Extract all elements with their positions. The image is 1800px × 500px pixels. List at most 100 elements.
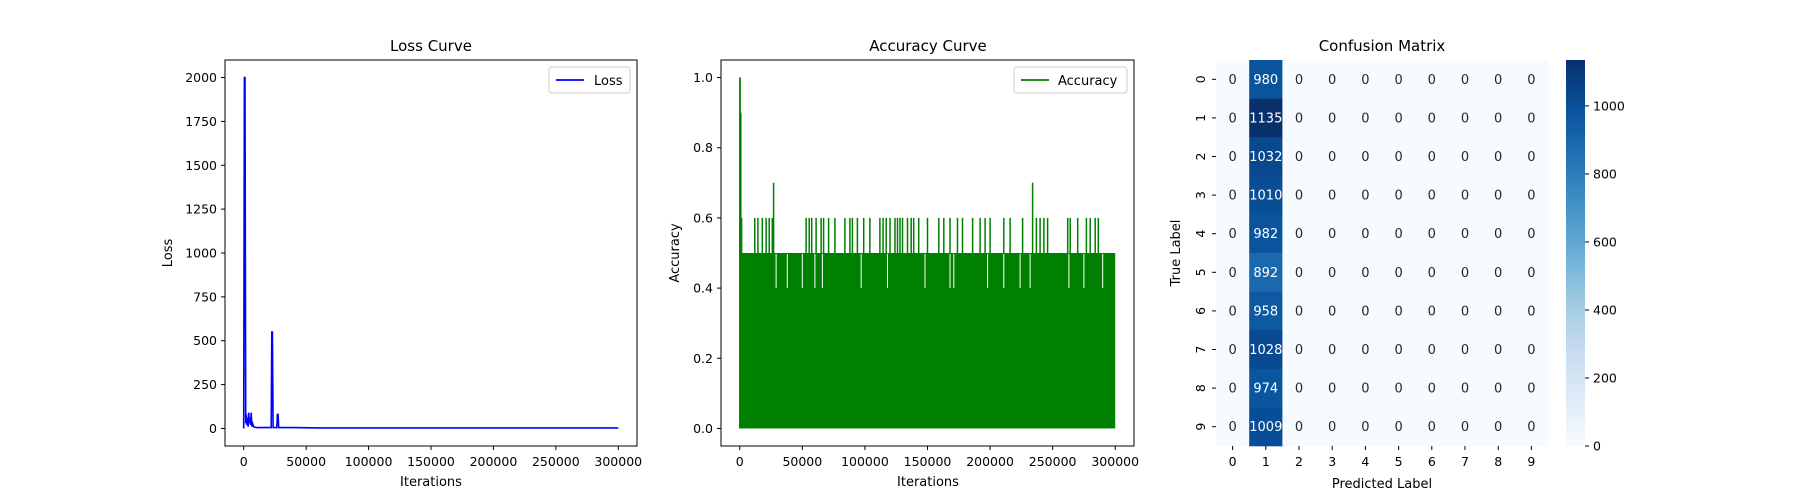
confusion-matrix-cell [1415,137,1449,177]
confusion-matrix-cell-value: 0 [1328,266,1336,281]
confusion-matrix-cell-value: 0 [1361,304,1369,319]
confusion-matrix-cell-value: 1010 [1249,189,1282,204]
colorbar-tick-label: 200 [1593,370,1617,385]
confusion-matrix-y-tick-label: 0 [1193,75,1208,83]
accuracy-series-band [739,253,1116,429]
confusion-matrix-cell [1315,253,1350,292]
confusion-matrix-cell-value: 0 [1228,304,1236,319]
confusion-matrix-cell-value: 0 [1394,150,1402,165]
confusion-matrix-cell-value: 0 [1461,266,1469,281]
confusion-matrix-cell-value: 0 [1527,420,1535,435]
confusion-matrix-chart: Confusion Matrix 0 980 0 0 0 0 0 0 0 00 1135 0 0 0 0 0 0… [1169,37,1625,492]
accuracy-chart-title: Accuracy Curve [869,37,987,55]
confusion-matrix-cell-value: 0 [1361,382,1369,397]
confusion-matrix-y-tick-label: 3 [1193,191,1208,199]
confusion-matrix-cell [1415,291,1449,331]
confusion-matrix-cell [1348,137,1383,177]
confusion-matrix-cell-value: 0 [1295,73,1303,88]
loss-y-tick-label: 1500 [185,158,217,173]
confusion-matrix-cell-value: 0 [1394,189,1402,204]
accuracy-x-tick-label: 100000 [841,454,889,469]
accuracy-y-tick-label: 0.4 [693,281,713,296]
confusion-matrix-y-tick-label: 9 [1193,423,1208,431]
confusion-matrix-cell [1249,407,1283,447]
confusion-matrix-cell [1481,368,1516,408]
confusion-matrix-cell [1382,98,1416,138]
confusion-matrix-cell-value: 0 [1461,420,1469,435]
confusion-matrix-x-tick-label: 7 [1461,454,1469,469]
confusion-matrix-cell-value: 0 [1428,73,1436,88]
confusion-matrix-cell-value: 0 [1494,227,1502,242]
confusion-matrix-cell [1448,214,1482,254]
confusion-matrix-cell [1315,214,1350,254]
confusion-matrix-cell-value: 0 [1394,266,1402,281]
colorbar-tick-label: 800 [1593,166,1617,181]
confusion-matrix-cell-value: 0 [1461,382,1469,397]
confusion-matrix-cell-value: 0 [1527,343,1535,358]
confusion-matrix-cell-value: 0 [1394,111,1402,126]
confusion-matrix-cell-value: 0 [1461,189,1469,204]
confusion-matrix-cell [1348,330,1383,370]
confusion-matrix-cell [1415,98,1449,138]
confusion-matrix-cell [1415,253,1449,292]
colorbar-axis: 0 200 400 600 800 1000 [1585,98,1625,454]
confusion-matrix-cell [1382,291,1416,331]
confusion-matrix-cell-value: 0 [1361,420,1369,435]
colorbar-tick-label: 0 [1593,439,1601,454]
loss-y-tick-label: 1250 [185,202,217,217]
confusion-matrix-cell-value: 0 [1361,266,1369,281]
confusion-matrix-cell [1249,291,1283,331]
confusion-matrix-cell [1382,330,1416,370]
confusion-matrix-cell [1348,368,1383,408]
confusion-matrix-cell [1249,175,1283,215]
accuracy-x-tick-label: 150000 [904,454,952,469]
colorbar [1566,60,1585,446]
loss-y-tick-label: 750 [193,289,217,304]
accuracy-y-tick-label: 0.0 [693,421,713,436]
confusion-matrix-cell [1514,368,1549,408]
confusion-matrix-cell-value: 0 [1228,111,1236,126]
confusion-matrix-cell [1382,368,1416,408]
confusion-matrix-cell [1282,214,1316,254]
loss-y-axis: 0 250 500 750 1000 1250 1500 1750 2000 [185,70,225,436]
confusion-matrix-cell [1415,214,1449,254]
confusion-matrix-cell-value: 0 [1295,343,1303,358]
confusion-matrix-cell-value: 0 [1527,189,1535,204]
confusion-matrix-y-tick-label: 7 [1193,346,1208,354]
confusion-matrix-cell-value: 0 [1428,189,1436,204]
confusion-matrix-cell-value: 974 [1253,382,1278,397]
loss-x-axis: 0 50000 100000 150000 200000 250000 300000 [240,446,642,469]
accuracy-chart: Accuracy Curve 0 50000 100000 150000 200000 2… [668,37,1139,490]
confusion-matrix-cell [1514,60,1549,99]
confusion-matrix-cell-value: 0 [1394,227,1402,242]
confusion-matrix-cell [1348,407,1383,447]
confusion-matrix-cell [1282,60,1316,99]
confusion-matrix-cell-value: 0 [1361,227,1369,242]
confusion-matrix-cell-value: 0 [1361,73,1369,88]
confusion-matrix-cell [1514,98,1549,138]
loss-y-tick-label: 250 [193,377,217,392]
confusion-matrix-cell-value: 0 [1494,111,1502,126]
confusion-matrix-cell-value: 0 [1328,227,1336,242]
loss-y-tick-label: 500 [193,333,217,348]
accuracy-legend: Accuracy [1013,66,1128,94]
confusion-matrix-cell-value: 0 [1328,189,1336,204]
confusion-matrix-cell [1415,330,1449,370]
confusion-matrix-cell [1216,407,1250,447]
confusion-matrix-cell-value: 0 [1494,343,1502,358]
confusion-matrix-cell [1514,291,1549,331]
loss-series-line [242,76,619,429]
confusion-matrix-cell-value: 0 [1361,111,1369,126]
confusion-matrix-cell [1448,175,1482,215]
confusion-matrix-cell [1315,98,1350,138]
loss-axes-frame [224,59,638,447]
confusion-matrix-cell-value: 0 [1328,420,1336,435]
confusion-matrix-cell-value: 0 [1228,382,1236,397]
confusion-matrix-cell-value: 980 [1253,73,1278,88]
confusion-matrix-cell-value: 0 [1494,189,1502,204]
confusion-matrix-cell-value: 0 [1328,111,1336,126]
confusion-matrix-cell [1415,175,1449,215]
confusion-matrix-cell-value: 0 [1461,343,1469,358]
confusion-matrix-cell [1282,291,1316,331]
